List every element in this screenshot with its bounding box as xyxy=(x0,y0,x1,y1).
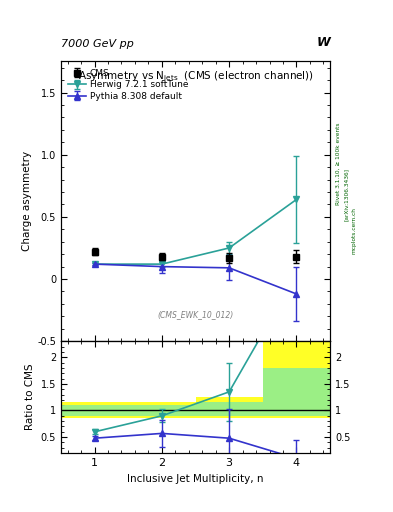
Text: 7000 GeV pp: 7000 GeV pp xyxy=(61,38,134,49)
Y-axis label: Charge asymmetry: Charge asymmetry xyxy=(22,151,31,251)
X-axis label: Inclusive Jet Multiplicity, n: Inclusive Jet Multiplicity, n xyxy=(127,474,264,483)
Text: W: W xyxy=(316,36,330,49)
Text: Asymmetry vs N$_{\mathregular{jets}}$  (CMS (electron channel)): Asymmetry vs N$_{\mathregular{jets}}$ (C… xyxy=(77,70,314,84)
Text: (CMS_EWK_10_012): (CMS_EWK_10_012) xyxy=(157,310,234,319)
Legend: CMS, Herwig 7.2.1 softTune, Pythia 8.308 default: CMS, Herwig 7.2.1 softTune, Pythia 8.308… xyxy=(65,66,191,104)
Text: [arXiv:1306.3436]: [arXiv:1306.3436] xyxy=(344,168,349,221)
Text: Rivet 3.1.10, ≥ 100k events: Rivet 3.1.10, ≥ 100k events xyxy=(336,122,341,205)
Y-axis label: Ratio to CMS: Ratio to CMS xyxy=(25,364,35,431)
Text: mcplots.cern.ch: mcplots.cern.ch xyxy=(352,207,357,254)
